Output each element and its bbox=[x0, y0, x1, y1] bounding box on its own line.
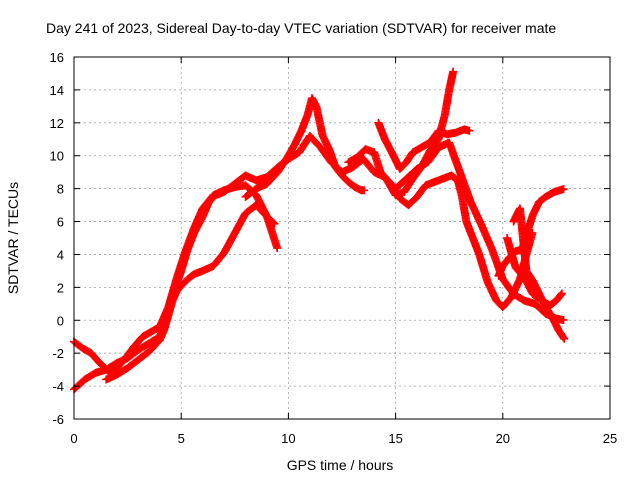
data-point-marker bbox=[560, 334, 569, 343]
y-axis-label: SDTVAR / TECUs bbox=[5, 182, 21, 294]
y-tick-label: -4 bbox=[52, 379, 64, 394]
x-tick-label: 25 bbox=[603, 431, 617, 446]
data-point-marker bbox=[360, 186, 369, 195]
x-tick-label: 15 bbox=[388, 431, 402, 446]
data-point-marker bbox=[559, 333, 568, 342]
y-tick-label: 4 bbox=[57, 247, 64, 262]
y-tick-label: 12 bbox=[50, 116, 64, 131]
y-tick-label: 10 bbox=[50, 149, 64, 164]
y-tick-label: 2 bbox=[57, 280, 64, 295]
data-point-marker bbox=[449, 67, 458, 76]
series-track-6 bbox=[374, 118, 474, 173]
x-tick-label: 5 bbox=[178, 431, 185, 446]
data-point-marker bbox=[559, 185, 568, 194]
y-tick-label: 0 bbox=[57, 313, 64, 328]
chart-title: Day 241 of 2023, Sidereal Day-to-day VTE… bbox=[46, 20, 556, 36]
x-tick-label: 10 bbox=[281, 431, 295, 446]
data-point-marker bbox=[556, 290, 565, 299]
series-track-4 bbox=[241, 94, 369, 201]
data-points bbox=[70, 67, 569, 394]
series-track-5 bbox=[344, 67, 458, 200]
y-tick-label: 8 bbox=[57, 182, 64, 197]
y-axis-ticks: -6 -4 -2 0 2 4 6 8 10 12 14 16 bbox=[50, 50, 610, 427]
x-axis-ticks: 0 5 10 15 20 25 bbox=[70, 57, 617, 446]
y-tick-label: 16 bbox=[50, 50, 64, 65]
data-point-marker bbox=[465, 126, 474, 135]
data-point-marker bbox=[559, 315, 568, 324]
x-axis-label: GPS time / hours bbox=[287, 457, 394, 473]
y-tick-label: -2 bbox=[52, 346, 64, 361]
series-track-3 bbox=[102, 201, 282, 384]
data-point-marker bbox=[557, 289, 566, 298]
x-tick-label: 0 bbox=[70, 431, 77, 446]
y-tick-label: 14 bbox=[50, 83, 64, 98]
series-track-10 bbox=[503, 234, 566, 310]
y-tick-label: 6 bbox=[57, 215, 64, 230]
data-point-marker bbox=[273, 244, 282, 253]
y-tick-label: -6 bbox=[52, 412, 64, 427]
x-tick-label: 20 bbox=[496, 431, 510, 446]
plot-frame bbox=[73, 56, 611, 420]
series-track-8 bbox=[494, 185, 568, 280]
